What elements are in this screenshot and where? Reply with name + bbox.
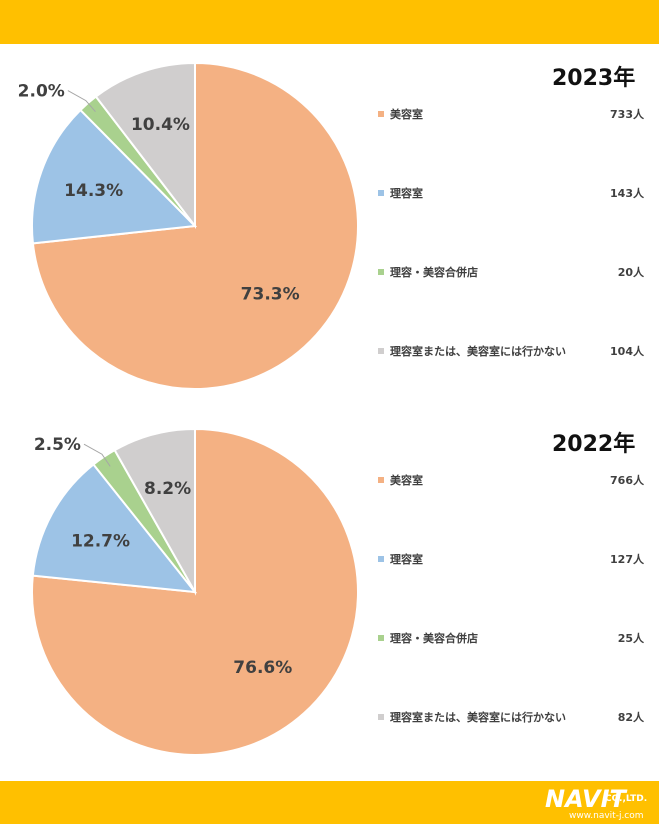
top-band (0, 0, 659, 44)
legend-swatch (378, 348, 384, 354)
legend-label: 理容・美容合併店 (390, 632, 478, 645)
legend-count: 733人 (610, 108, 644, 121)
legend-label: 理容室 (390, 553, 423, 566)
legend-swatch (378, 635, 384, 641)
pie-slice-barber (31, 108, 198, 245)
data-label-barber: 14.3% (64, 181, 123, 201)
data-label-beauty-salon: 73.3% (241, 285, 300, 305)
legend-item-barber: 理容室 127人 (378, 551, 644, 569)
legend-count: 25人 (617, 632, 644, 645)
logo-company-suffix: CO.,LTD. (605, 794, 648, 804)
bottom-band (0, 781, 659, 824)
pie-chart-2023: 73.3% 14.3% 2.0% 10.4% (18, 61, 359, 390)
legend-swatch (378, 190, 384, 196)
pie-slice-none (94, 61, 196, 229)
pie-slice-none (113, 427, 196, 596)
legend-label: 美容室 (390, 474, 423, 487)
legend-label: 美容室 (390, 108, 423, 121)
legend-count: 143人 (610, 187, 644, 200)
logo-url: www.navit-j.com (569, 811, 644, 821)
legend-item-combined-shop: 理容・美容合併店 25人 (378, 630, 644, 648)
legend-item-beauty-salon: 美容室 766人 (378, 472, 644, 490)
legend-swatch (378, 477, 384, 483)
legend-item-barber: 理容室 143人 (378, 185, 644, 203)
navit-logo: NAVIT CO.,LTD. www.navit-j.com (543, 785, 655, 821)
legend-swatch (378, 556, 384, 562)
legend-count: 766人 (610, 474, 644, 487)
data-label-combined-shop: 2.5% (34, 435, 81, 455)
legend-item-none: 理容室または、美容室には行かない 104人 (378, 343, 644, 361)
legend-item-none: 理容室または、美容室には行かない 82人 (378, 709, 644, 727)
legend-count: 82人 (617, 711, 644, 724)
data-label-beauty-salon: 76.6% (233, 658, 292, 678)
chart-title-2022: 2022年 (552, 432, 636, 457)
data-label-none: 8.2% (144, 479, 191, 499)
legend-swatch (378, 269, 384, 275)
legend-item-combined-shop: 理容・美容合併店 20人 (378, 264, 644, 282)
legend-label: 理容室または、美容室には行かない (390, 711, 566, 724)
legend-swatch (378, 111, 384, 117)
pie-slice-barber (31, 463, 198, 594)
pie-chart-2022: 76.6% 12.7% 2.5% 8.2% (31, 427, 359, 756)
data-label-combined-shop: 2.0% (18, 82, 65, 102)
legend-count: 127人 (610, 553, 644, 566)
data-label-barber: 12.7% (71, 531, 130, 551)
legend-label: 理容・美容合併店 (390, 266, 478, 279)
leader-line-combined-shop (67, 90, 96, 112)
chart-title-2023: 2023年 (552, 66, 636, 91)
leader-line-combined-shop (83, 443, 111, 467)
legend-item-beauty-salon: 美容室 733人 (378, 106, 644, 124)
logo-wordmark: NAVIT (545, 785, 626, 813)
chart-panel-2023: 73.3% 14.3% 2.0% 10.4% 2023年 美容室 733人 理容室 1… (0, 46, 659, 406)
legend-swatch (378, 714, 384, 720)
data-label-none: 10.4% (131, 115, 190, 135)
legend-label: 理容室 (390, 187, 423, 200)
legend-label: 理容室または、美容室には行かない (390, 345, 566, 358)
legend-count: 104人 (610, 345, 644, 358)
legend-count: 20人 (617, 266, 644, 279)
chart-panel-2022: 76.6% 12.7% 2.5% 8.2% 2022年 美容室 766人 理容室 12… (0, 412, 659, 772)
